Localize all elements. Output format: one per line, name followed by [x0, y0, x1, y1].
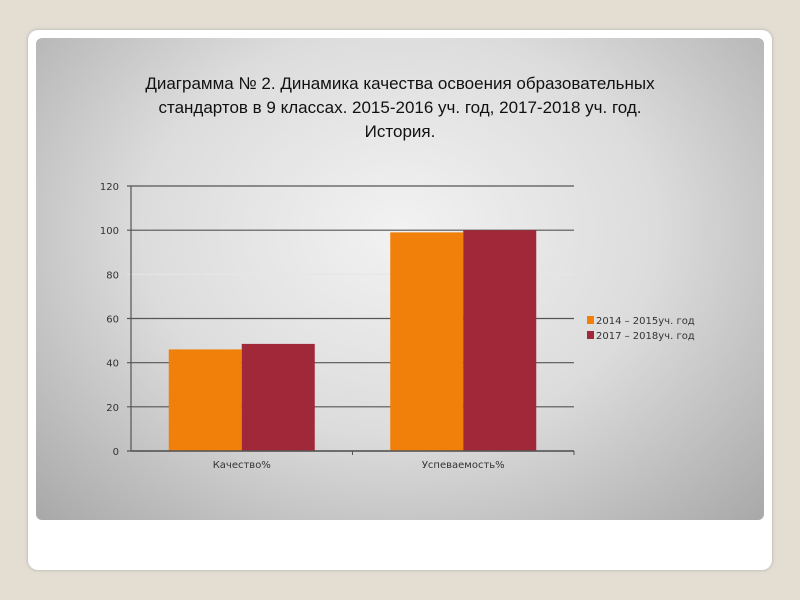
- y-tick-label: 0: [113, 447, 119, 458]
- legend-swatch: [587, 331, 594, 339]
- bar-1: [168, 349, 242, 451]
- x-tick-label: Успеваемость%: [422, 460, 505, 471]
- y-tick-label: 80: [106, 270, 119, 281]
- bar-1: [390, 232, 464, 451]
- legend-swatch: [587, 316, 594, 324]
- legend-label: 2014 – 2015уч. год: [596, 316, 695, 327]
- chart-title: Диаграмма № 2. Динамика качества освоени…: [145, 74, 655, 141]
- legend-label: 2017 – 2018уч. год: [596, 331, 695, 342]
- y-tick-label: 40: [106, 359, 119, 370]
- y-tick-label: 20: [106, 403, 119, 414]
- x-tick-label: Качество%: [213, 460, 271, 471]
- bar-2: [241, 343, 315, 451]
- y-tick-label: 60: [106, 315, 119, 326]
- y-tick-label: 100: [100, 226, 119, 237]
- bar-2: [463, 230, 537, 451]
- y-tick-label: 120: [100, 182, 119, 193]
